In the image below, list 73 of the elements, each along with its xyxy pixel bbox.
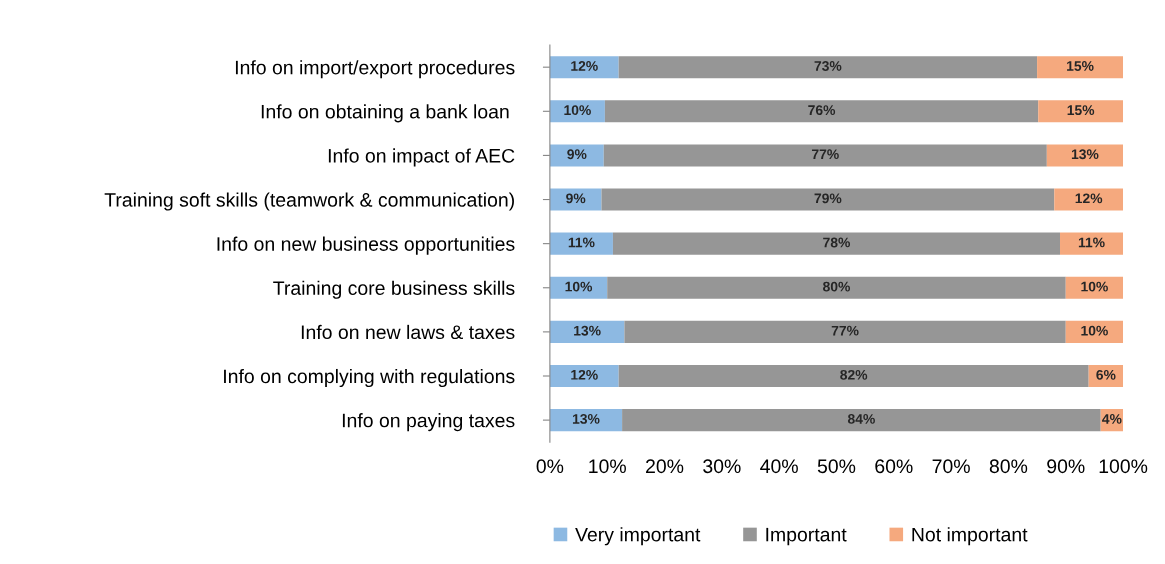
x-tick-label: 100% [1099, 459, 1148, 474]
bar [549, 320, 625, 343]
bar [1060, 232, 1124, 255]
bar [549, 188, 602, 211]
bar [1054, 188, 1124, 211]
data-label: 15% [1067, 61, 1094, 71]
legend-label: Not important [912, 527, 1028, 546]
y-tick-label: Info on obtaining a bank loan [261, 104, 509, 123]
bar [622, 409, 1101, 432]
data-label: 11% [568, 237, 595, 248]
bar [618, 364, 1089, 388]
data-label: 13% [1071, 149, 1099, 160]
bar [549, 144, 604, 167]
data-label: 82% [840, 369, 868, 380]
y-tick-label: Training soft skills (teamwork & communication) [104, 192, 514, 211]
y-tick-label: Info on new laws & taxes [301, 324, 515, 340]
data-label: 12% [571, 369, 598, 380]
x-tick-label: 70% [932, 459, 970, 474]
bar [1038, 100, 1124, 123]
data-label: 73% [814, 61, 842, 71]
data-label: 10% [1081, 281, 1108, 292]
data-label: 12% [571, 61, 598, 71]
bar [1037, 56, 1124, 79]
x-tick-label: 90% [1047, 459, 1085, 474]
data-label: 4% [1102, 414, 1122, 424]
data-label: 15% [1067, 105, 1095, 116]
bar [1046, 144, 1124, 167]
data-label: 77% [811, 149, 839, 160]
x-tick-label: 80% [989, 459, 1028, 474]
bar [549, 56, 619, 79]
data-label: 10% [1081, 325, 1108, 336]
x-tick-label: 10% [589, 459, 626, 474]
bar [549, 364, 619, 388]
bar [1065, 320, 1124, 343]
data-label: 78% [823, 237, 850, 248]
y-tick-label: Info on new business opportunities [217, 236, 515, 255]
data-label: 84% [847, 414, 875, 424]
y-tick-label: Training core business skills [273, 280, 515, 299]
bar [624, 320, 1066, 343]
bar [603, 144, 1047, 167]
data-label: 13% [572, 414, 600, 424]
data-label: 9% [567, 149, 587, 160]
data-label: 79% [814, 193, 842, 204]
bar [607, 276, 1066, 299]
x-tick-label: 30% [703, 459, 741, 474]
data-label: 9% [566, 193, 586, 204]
x-tick-label: 0% [536, 459, 564, 474]
bar [618, 56, 1038, 79]
legend-label: Important [766, 527, 847, 546]
data-label: 13% [574, 325, 601, 336]
y-tick-label: Info on import/export procedures [235, 60, 515, 79]
data-label: 80% [823, 281, 850, 292]
bar [549, 232, 613, 255]
data-label: 76% [808, 105, 836, 116]
bar [601, 188, 1055, 211]
data-label: 10% [564, 105, 591, 116]
x-tick-label: 40% [760, 459, 798, 474]
bar [612, 232, 1061, 255]
data-label: 6% [1096, 369, 1116, 380]
bar [549, 409, 623, 432]
y-tick-label: Info on impact of AEC [328, 148, 515, 167]
y-tick-label: Info on paying taxes [342, 413, 515, 432]
data-label: 12% [1075, 193, 1103, 204]
x-tick-label: 50% [817, 459, 856, 474]
legend-label: Very important [575, 527, 701, 546]
bar [604, 100, 1039, 123]
bar [1065, 276, 1124, 299]
y-tick-label: Info on complying with regulations [224, 368, 515, 388]
x-tick-label: 20% [646, 459, 684, 474]
data-label: 10% [565, 281, 593, 292]
x-tick-label: 60% [875, 459, 913, 474]
data-label: 77% [831, 325, 859, 336]
data-label: 11% [1078, 237, 1105, 248]
